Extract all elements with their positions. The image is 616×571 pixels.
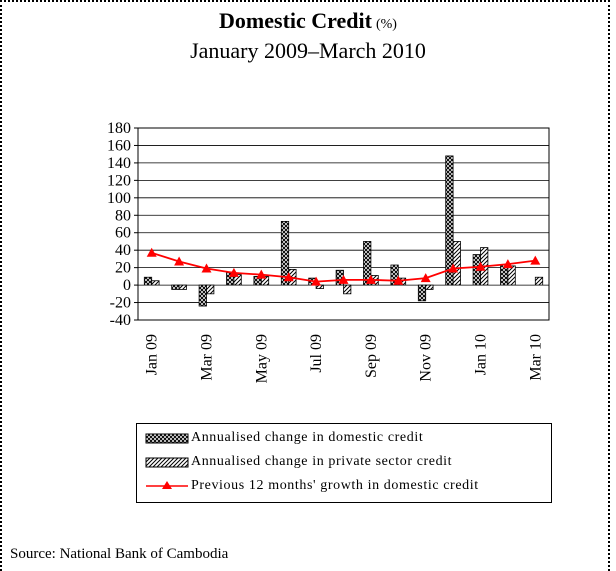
bar-private-credit <box>534 276 544 286</box>
growth-point <box>174 256 185 266</box>
growth-point <box>283 272 294 282</box>
chart-title-text: Domestic Credit <box>219 8 372 33</box>
legend-item-private-credit: Annualised change in private sector cred… <box>145 452 452 472</box>
legend-label: Annualised change in domestic credit <box>191 430 424 445</box>
x-tick-label: Mar 09 <box>199 334 216 381</box>
y-tick-label: 180 <box>107 120 131 137</box>
bar-private-credit <box>151 280 160 286</box>
growth-point <box>502 259 513 269</box>
bar-private-credit <box>178 284 187 290</box>
growth-point <box>201 263 212 273</box>
growth-point <box>228 267 239 277</box>
bar-domestic-credit <box>171 284 180 290</box>
y-tick-label: 100 <box>107 190 131 207</box>
bar-private-credit <box>507 265 516 286</box>
growth-point <box>420 273 431 283</box>
growth-point <box>338 274 349 284</box>
y-tick-label: -40 <box>110 312 131 329</box>
bar-domestic-credit <box>390 264 399 286</box>
y-tick-label: 140 <box>107 155 131 172</box>
source-note: Source: National Bank of Cambodia <box>10 546 229 562</box>
bar-private-credit <box>452 241 461 286</box>
bar-domestic-credit <box>363 241 372 286</box>
legend-swatch-crosshatch <box>145 433 189 444</box>
growth-point <box>475 261 486 271</box>
growth-point <box>311 276 322 286</box>
bar-private-credit <box>315 284 324 289</box>
bar-private-credit <box>425 284 434 290</box>
x-tick-label: Sep 09 <box>363 334 380 378</box>
growth-point <box>365 274 376 284</box>
legend-label: Annualised change in private sector cred… <box>191 454 453 469</box>
bar-private-credit <box>343 284 352 295</box>
legend-label: Previous 12 months' growth in domestic c… <box>191 478 479 493</box>
x-tick-label: Jan 10 <box>473 334 490 375</box>
y-tick-label: 80 <box>115 207 131 224</box>
bar-domestic-credit <box>198 284 207 307</box>
legend-swatch-line <box>146 481 188 489</box>
y-tick-label: 160 <box>107 137 131 154</box>
x-tick-label: Mar 10 <box>527 334 544 381</box>
x-tick-label: Jul 09 <box>308 334 325 373</box>
y-tick-label: 40 <box>115 242 131 259</box>
x-tick-label: Nov 09 <box>418 334 435 382</box>
y-tick-label: 0 <box>123 277 131 294</box>
chart-title-unit: (%) <box>375 17 397 32</box>
bar-domestic-credit <box>143 276 153 286</box>
y-tick-label: 120 <box>107 172 131 189</box>
legend-item-domestic-credit: Annualised change in domestic credit <box>145 428 423 448</box>
bar-domestic-credit <box>445 155 454 286</box>
y-tick-label: -20 <box>110 295 131 312</box>
y-tick-label: 20 <box>115 260 131 277</box>
chart-legend: Annualised change in domestic credit Ann… <box>136 423 552 503</box>
x-tick-label: Jan 09 <box>144 334 161 375</box>
gridlines <box>137 127 550 321</box>
growth-point <box>256 269 267 279</box>
bar-domestic-credit <box>417 284 427 302</box>
bar-domestic-credit <box>280 220 290 286</box>
growth-line <box>146 247 541 286</box>
y-tick-label: 60 <box>115 225 131 242</box>
growth-point <box>146 247 157 257</box>
legend-item-growth: Previous 12 months' growth in domestic c… <box>145 476 479 496</box>
growth-point <box>393 275 404 285</box>
x-tick-label: May 09 <box>253 334 270 383</box>
chart-subtitle: January 2009–March 2010 <box>190 38 426 63</box>
bar-private-credit <box>206 284 215 295</box>
growth-point <box>530 255 541 265</box>
legend-swatch-diagonal <box>145 457 189 468</box>
chart-title: Domestic Credit (%) <box>0 8 616 34</box>
growth-point <box>448 263 459 273</box>
